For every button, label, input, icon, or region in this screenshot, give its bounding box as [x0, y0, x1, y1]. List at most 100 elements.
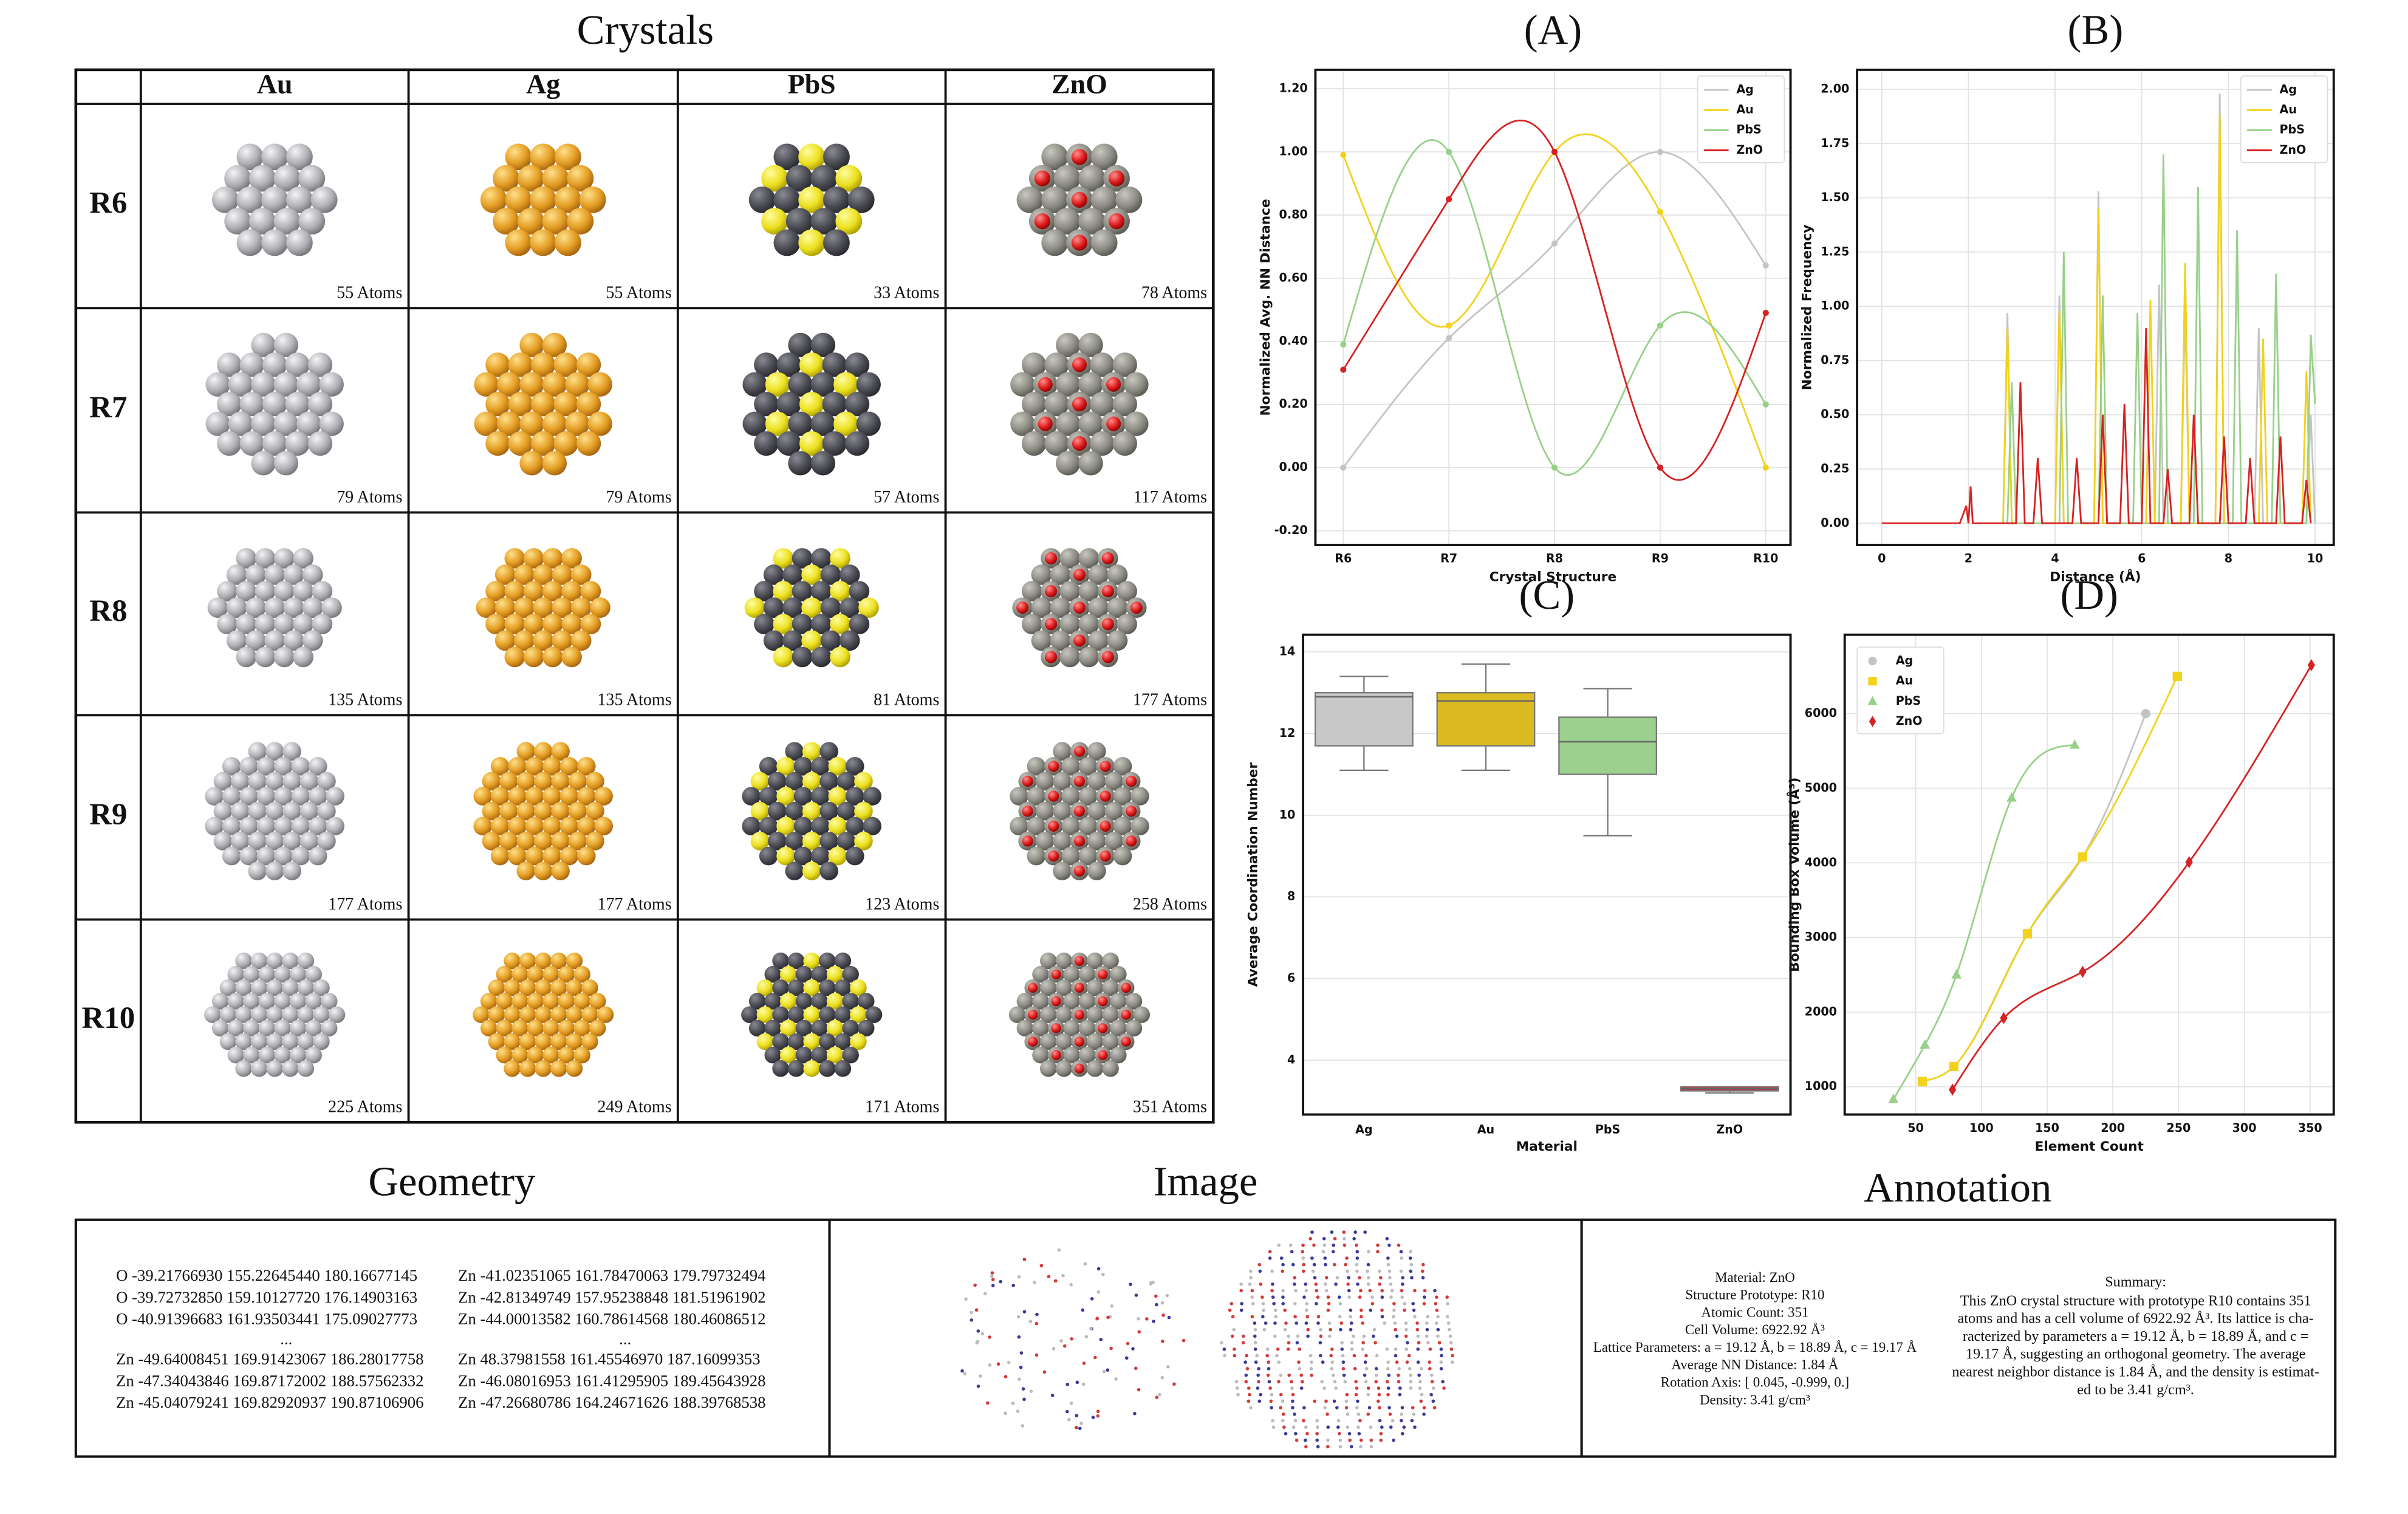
atom-dot [1233, 1354, 1237, 1358]
atom-dot [1251, 1301, 1255, 1306]
atom-dot [1387, 1269, 1392, 1273]
atom [264, 597, 286, 618]
atom [750, 801, 770, 821]
atom [256, 757, 276, 776]
legend-label: Au [1896, 674, 1913, 688]
point [1446, 196, 1452, 203]
atom [756, 1006, 774, 1023]
atom [250, 952, 268, 970]
atom [772, 1033, 789, 1050]
x-tick-label: 350 [2298, 1121, 2322, 1135]
box [1314, 692, 1414, 747]
atom-dot [1401, 1282, 1404, 1286]
atom [519, 952, 536, 970]
atom [754, 392, 779, 417]
atom [274, 548, 295, 569]
atom-dot [1380, 1315, 1384, 1318]
atom [1104, 832, 1124, 851]
atom [780, 965, 797, 983]
atom [1051, 1050, 1061, 1060]
atom [266, 1033, 283, 1050]
atom [748, 993, 766, 1010]
atom-dot [1134, 1293, 1138, 1297]
atom-dot [1290, 1250, 1294, 1254]
atom [768, 772, 787, 791]
atom-dot [1409, 1269, 1413, 1273]
atom-dot [1244, 1373, 1248, 1377]
atom-dot [1293, 1282, 1296, 1286]
atom-dot [1081, 1382, 1086, 1386]
atom [845, 787, 864, 806]
atom-dot [1400, 1419, 1403, 1423]
atom [239, 392, 264, 417]
atom-dot [1099, 1337, 1103, 1341]
y-tick-label: 1.75 [1821, 136, 1849, 150]
x-tick-label: R8 [1546, 551, 1563, 565]
atom-dot [1363, 1373, 1367, 1377]
atom-dot [983, 1292, 987, 1296]
atom-dot [1106, 1368, 1110, 1372]
atom [474, 372, 499, 397]
atom-dot [976, 1384, 980, 1388]
atom-dot [1341, 1360, 1346, 1364]
y-axis-label: Normalized Frequency [1800, 225, 1815, 391]
atom [1055, 1033, 1073, 1050]
cluster [1010, 742, 1149, 880]
atom [1074, 1009, 1085, 1020]
atom-dot [1400, 1289, 1404, 1293]
atom-dot [1388, 1276, 1392, 1279]
atom-dot [1406, 1341, 1409, 1344]
atom-dot [1336, 1425, 1340, 1429]
atom [239, 757, 258, 776]
atom-dot [1281, 1419, 1285, 1423]
atom [772, 1006, 789, 1023]
y-tick-label: 1.00 [1279, 144, 1308, 158]
atom [251, 372, 276, 397]
atom-dot [1446, 1301, 1449, 1306]
atom [255, 646, 276, 668]
atom-dot [1264, 1321, 1268, 1325]
atom-dot [1312, 1243, 1316, 1247]
atom [1078, 548, 1100, 569]
atom [1078, 372, 1103, 397]
atom [833, 372, 858, 397]
atom-dot [1293, 1412, 1296, 1416]
atom [826, 1046, 844, 1064]
atom [542, 208, 569, 235]
atom [1098, 969, 1108, 979]
atom [1087, 861, 1106, 880]
atom [285, 392, 310, 417]
atom [307, 392, 333, 417]
atom [1107, 597, 1128, 618]
atom [819, 772, 838, 791]
atom-dot [1450, 1360, 1454, 1364]
atom-dot [1137, 1330, 1141, 1334]
atom [485, 352, 510, 377]
series-line [1922, 713, 2147, 1083]
atom [1090, 143, 1118, 171]
atom-dot [1093, 1355, 1097, 1360]
atom-count: 123 Atoms [865, 895, 939, 914]
atom-dot [1021, 1424, 1025, 1428]
atom-dot [1249, 1269, 1253, 1273]
atom [265, 742, 284, 761]
atom-dot [1035, 1312, 1039, 1317]
atom-dot [1385, 1380, 1389, 1383]
atom [566, 979, 583, 996]
atom [222, 757, 241, 776]
atom [542, 1046, 559, 1064]
atom [1063, 965, 1080, 983]
atom [533, 564, 554, 585]
legend-label: Au [2280, 103, 2297, 117]
atom [533, 630, 554, 651]
atom-dot [1310, 1256, 1314, 1260]
atom-dot [1070, 1337, 1073, 1341]
atom [772, 1060, 789, 1077]
atom [819, 1006, 836, 1023]
annotation-field: Atomic Count: 351 [1701, 1304, 1808, 1320]
atom [519, 1006, 536, 1023]
atom [248, 742, 267, 761]
atom-dot [1004, 1375, 1008, 1379]
atom [558, 965, 575, 983]
atom [828, 757, 847, 776]
